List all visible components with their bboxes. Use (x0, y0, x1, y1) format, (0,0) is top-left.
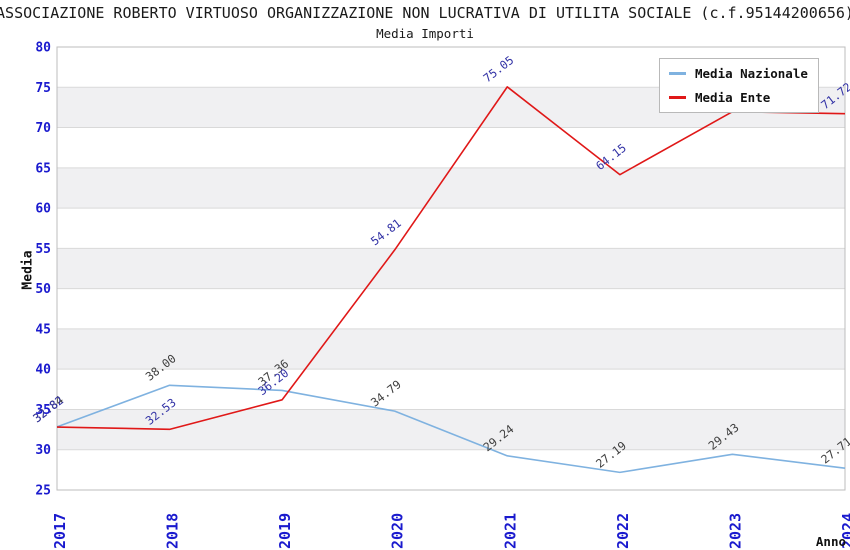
legend-label-nazionale: Media Nazionale (695, 66, 808, 81)
chart-subtitle: Media Importi (376, 26, 474, 41)
x-tick-label: 2022 (614, 513, 632, 549)
plot-band (57, 328, 845, 370)
point-label-media-nazionale-2020: 34.79 (368, 377, 404, 409)
legend-item-media-nazionale: Media Nazionale (669, 66, 808, 81)
chart-title: ASSOCIAZIONE ROBERTO VIRTUOSO ORGANIZZAZ… (0, 4, 850, 22)
legend-swatch-ente-icon (669, 96, 686, 99)
y-tick-label: 70 (35, 121, 51, 136)
plot-band (57, 248, 845, 289)
legend: Media Nazionale Media Ente (659, 58, 819, 113)
y-tick-label: 55 (35, 242, 51, 257)
point-label-media-ente-2021: 75.05 (481, 53, 517, 85)
y-tick-label: 75 (35, 81, 51, 96)
y-tick-label: 35 (35, 403, 51, 418)
y-tick-label: 30 (35, 443, 51, 458)
plot-border (56, 46, 846, 491)
plot-band (57, 167, 845, 209)
x-tick-label: 2024 (839, 513, 850, 549)
y-tick-label: 65 (35, 161, 51, 176)
y-tick-label: 80 (35, 41, 51, 56)
x-tick-label: 2021 (501, 513, 519, 549)
y-tick-label: 50 (35, 282, 51, 297)
x-tick-label: 2018 (164, 513, 182, 549)
series-line-media-nazionale (56, 384, 846, 474)
y-tick-label: 60 (35, 202, 51, 217)
x-tick-label: 2019 (276, 513, 294, 549)
legend-item-media-ente: Media Ente (669, 90, 808, 105)
x-tick-label: 2020 (389, 513, 407, 549)
y-tick-label: 40 (35, 363, 51, 378)
y-tick-label: 45 (35, 322, 51, 337)
legend-swatch-nazionale-icon (669, 72, 686, 75)
x-axis-title: Anno (815, 534, 846, 549)
legend-label-ente: Media Ente (695, 90, 771, 105)
x-tick-label: 2017 (51, 513, 69, 549)
y-tick-label: 25 (35, 484, 51, 499)
x-tick-label: 2023 (726, 513, 744, 549)
series-line-media-ente (56, 86, 846, 431)
plot-band (57, 409, 845, 450)
